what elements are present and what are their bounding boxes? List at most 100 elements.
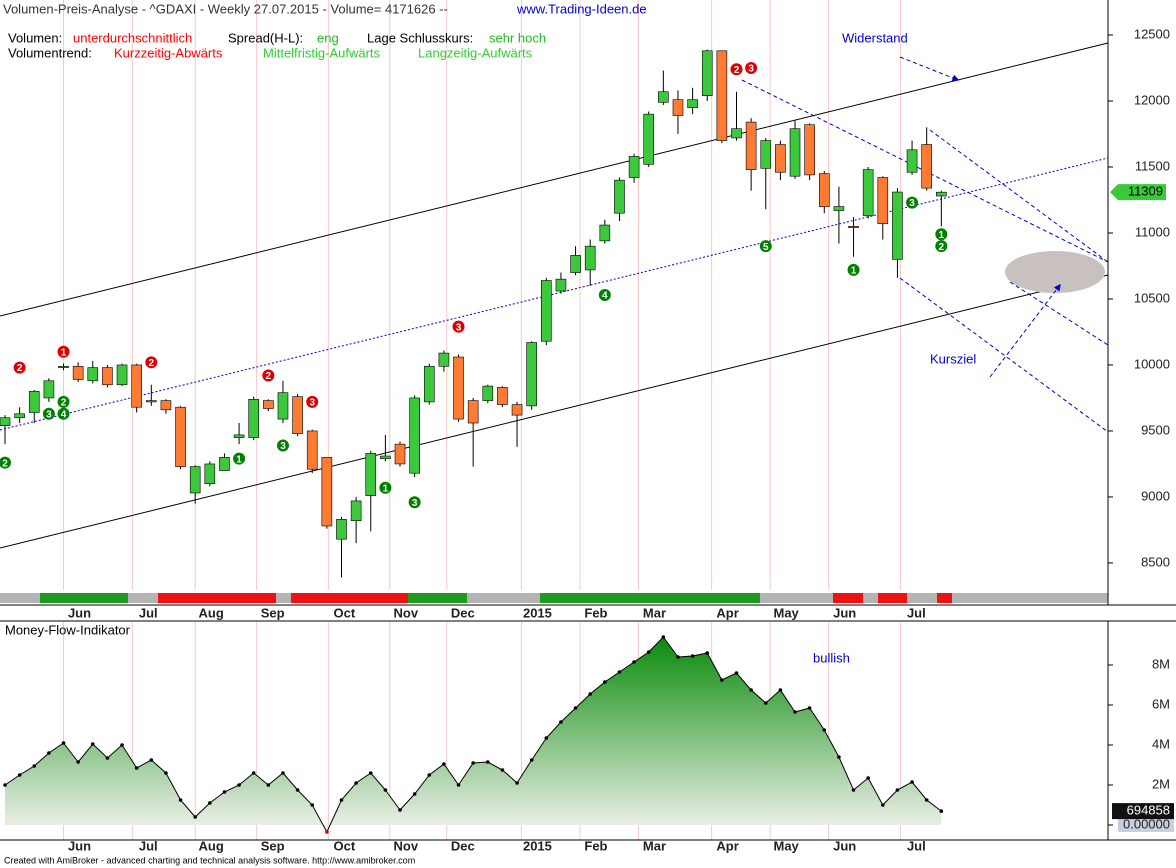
signal-label: 3: [280, 441, 286, 452]
x-tick-label: Nov: [393, 605, 418, 620]
lower-channel-line: [0, 274, 1109, 549]
mfi-point: [442, 762, 446, 766]
last-value-label: 694858: [1127, 803, 1170, 818]
target-zone: [1005, 251, 1105, 293]
candle-body: [350, 500, 362, 522]
mfi-point: [924, 798, 929, 802]
candle-body: [380, 455, 391, 459]
candle-body: [482, 385, 494, 401]
candle-body: [365, 453, 377, 496]
signal-label: 3: [748, 64, 754, 75]
candle-body: [687, 99, 698, 108]
mfi-point: [339, 798, 344, 802]
mfi-point: [17, 773, 22, 777]
candle-body: [775, 144, 786, 173]
y-tick-label: 12000: [1134, 92, 1170, 107]
mfi-point: [47, 751, 51, 755]
trend-down: [833, 593, 863, 603]
trend-down: [291, 593, 408, 603]
candle-body: [599, 224, 611, 242]
trend-up: [540, 593, 760, 603]
mfi-point: [910, 780, 914, 784]
signal-label: 2: [266, 371, 272, 382]
candle-body: [862, 169, 874, 217]
signal-label: 4: [602, 291, 608, 302]
mfi-point: [822, 728, 827, 732]
annotation: Kursziel: [930, 351, 976, 366]
signal-marker: [452, 320, 465, 333]
signal-label: 3: [309, 398, 315, 409]
x-tick-label: Apr: [716, 605, 738, 620]
candle-body: [511, 404, 523, 416]
mfi-point: [500, 768, 505, 772]
x-tick-label: Feb: [584, 605, 607, 620]
mfi-point: [749, 688, 753, 692]
candle-body: [263, 400, 274, 409]
annotation: Widerstand: [842, 30, 908, 45]
mfi-point: [632, 660, 636, 664]
info-text: Spread(H-L):: [228, 30, 303, 45]
candle-body: [789, 128, 801, 177]
signal-label: 1: [383, 483, 389, 494]
y-tick-label: 6M: [1152, 696, 1170, 711]
signal-label: 2: [61, 398, 67, 409]
mfi-point: [705, 651, 710, 655]
info-text: unterdurchschnittlich: [73, 30, 192, 45]
candle-body: [643, 113, 655, 165]
mfi-point: [383, 788, 388, 792]
x-tick-label: Dec: [451, 838, 475, 853]
candle-body: [116, 364, 128, 386]
signal-label: 2: [2, 458, 8, 469]
x-tick-label: Jul: [139, 838, 158, 853]
signal-marker: [730, 63, 743, 76]
candle-body: [833, 206, 845, 211]
mfi-point: [368, 771, 373, 775]
signal-label: 1: [236, 454, 242, 465]
info-text: Langzeitig-Aufwärts: [418, 45, 533, 60]
signal-marker: [0, 456, 11, 469]
signal-marker: [233, 452, 246, 465]
volume-trend-bar: [0, 593, 1108, 603]
info-text: Lage Schlusskurs:: [367, 30, 473, 45]
candle-body: [906, 149, 918, 173]
candle-body: [233, 434, 245, 438]
candle-body: [43, 380, 55, 399]
mfi-point: [32, 764, 37, 768]
downtrend-line: [929, 129, 1109, 263]
x-tick-label: Mar: [643, 838, 666, 853]
source-link: www.Trading-Ideen.de: [516, 1, 647, 16]
x-tick-label: Sep: [261, 605, 285, 620]
x-tick-label: Jun: [833, 605, 856, 620]
mfi-point: [881, 803, 885, 807]
annotation: bullish: [813, 650, 850, 665]
x-tick-label: Aug: [199, 838, 224, 853]
downtrend-line: [899, 277, 1109, 433]
mfi-point: [646, 650, 651, 654]
candle-body: [453, 356, 464, 420]
mfi-point: [412, 792, 417, 796]
downtrend-line: [1009, 281, 1109, 346]
trend-up: [40, 593, 128, 603]
candle-body: [467, 400, 479, 424]
candle-body: [541, 280, 552, 342]
candle-body: [28, 391, 40, 413]
candle-body: [87, 367, 99, 382]
info-text: Mittelfristig-Aufwärts: [263, 45, 381, 60]
y-tick-label: 2M: [1152, 776, 1170, 791]
mfi-point: [793, 710, 797, 714]
signal-marker: [57, 345, 70, 358]
candle-body: [423, 365, 435, 403]
mfi-point: [310, 803, 315, 807]
mfi-point: [281, 771, 285, 775]
mfi-point: [398, 808, 402, 812]
candle-body: [277, 392, 289, 420]
mfi-point: [354, 781, 358, 785]
x-tick-label: Dec: [451, 605, 475, 620]
signal-label: 2: [939, 242, 945, 253]
mfi-point: [427, 773, 432, 777]
info-text: Volumentrend:: [8, 45, 92, 60]
candle-body: [921, 144, 932, 189]
candle-body: [131, 364, 142, 408]
mfi-point: [295, 788, 300, 792]
mfi-point: [529, 758, 534, 762]
